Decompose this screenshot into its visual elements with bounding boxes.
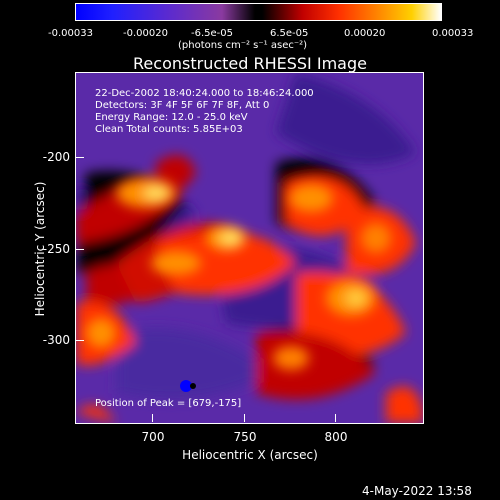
- y-tick-label: -250: [42, 242, 70, 256]
- colorbar-unit: (photons cm⁻² s⁻¹ asec⁻²): [178, 40, 308, 51]
- colorbar-tick: -6.5e-05: [191, 28, 233, 39]
- x-tick-mark: [244, 414, 245, 422]
- colorbar-tick: -0.00033: [48, 28, 93, 39]
- rhessi-image: [75, 72, 424, 424]
- info-energy-range: Energy Range: 12.0 - 25.0 keV: [95, 112, 248, 123]
- y-tick-mark: [76, 340, 84, 341]
- timestamp: 4-May-2022 13:58: [362, 484, 472, 498]
- x-tick-mark: [152, 414, 153, 422]
- x-axis-label: Heliocentric X (arcsec): [182, 448, 318, 462]
- info-detectors: Detectors: 3F 4F 5F 6F 7F 8F, Att 0: [95, 100, 270, 111]
- colorbar-tick: 0.00020: [344, 28, 386, 39]
- y-tick-mark: [76, 157, 84, 158]
- y-axis-label: Heliocentric Y (arcsec): [33, 181, 47, 317]
- y-tick-label: -300: [42, 333, 70, 347]
- x-tick-label: 700: [141, 430, 165, 444]
- x-tick-label: 750: [233, 430, 257, 444]
- info-time-range: 22-Dec-2002 18:40:24.000 to 18:46:24.000: [95, 88, 314, 99]
- info-method-counts: Clean Total counts: 5.85E+03: [95, 124, 243, 135]
- x-tick-label: 800: [324, 430, 348, 444]
- x-tick-mark: [335, 414, 336, 422]
- colorbar-tick: 6.5e-05: [270, 28, 309, 39]
- colorbar: [75, 3, 442, 21]
- plot-title: Reconstructed RHESSI Image: [133, 54, 367, 73]
- colorbar-tick: -0.00020: [123, 28, 168, 39]
- y-tick-label: -200: [42, 150, 70, 164]
- y-tick-mark: [76, 249, 84, 250]
- image-map: [76, 73, 423, 423]
- colorbar-tick: 0.00033: [432, 28, 474, 39]
- info-peak-position: Position of Peak = [679,-175]: [95, 398, 242, 409]
